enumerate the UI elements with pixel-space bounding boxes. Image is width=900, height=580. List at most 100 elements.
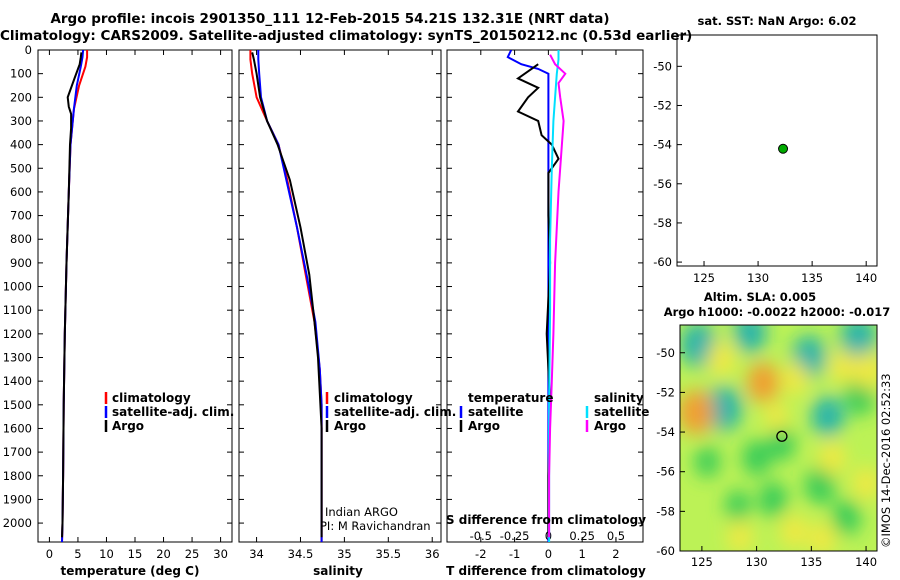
institution-note: Indian ARGO bbox=[325, 505, 398, 519]
y-tick-label: 1000 bbox=[3, 280, 32, 294]
heatmap-blob bbox=[742, 439, 772, 476]
map-y-tick-label: -60 bbox=[653, 255, 672, 269]
map-y-tick-label: -54 bbox=[653, 138, 672, 152]
y-tick-label: 1600 bbox=[3, 421, 32, 435]
legend-label-sal-satellite: satellite bbox=[594, 405, 649, 419]
series-line-salinity-argo bbox=[548, 54, 567, 538]
heatmap-blob bbox=[764, 401, 789, 431]
series-line-argo bbox=[61, 52, 83, 538]
altimetry-title-line2: Argo h1000: -0.0022 h2000: -0.017 bbox=[664, 305, 891, 319]
heatmap-blob bbox=[746, 362, 780, 403]
x-tick-label: 35.5 bbox=[375, 547, 401, 561]
x-tick-label: 2 bbox=[612, 547, 619, 561]
temperature-xlabel: temperature (deg C) bbox=[61, 564, 200, 578]
legend-title-temperature: temperature bbox=[468, 391, 553, 405]
y-tick-label: 300 bbox=[10, 114, 32, 128]
altimetry-title-line1: Altim. SLA: 0.005 bbox=[704, 290, 816, 304]
x-tick-label: 35 bbox=[337, 547, 352, 561]
y-tick-label: 1200 bbox=[3, 327, 32, 341]
heatmap-blob bbox=[727, 521, 753, 551]
y-tick-label: 100 bbox=[10, 67, 32, 81]
heatmap-x-tick-label: 130 bbox=[746, 555, 768, 569]
difference-xlabel: T difference from climatology bbox=[446, 564, 646, 578]
x-tick-label: 34 bbox=[249, 547, 264, 561]
legend-label-argo: Argo bbox=[112, 419, 144, 433]
x-tick-label: 36 bbox=[425, 547, 440, 561]
heatmap-blob bbox=[831, 499, 861, 536]
y-tick-label: 1700 bbox=[3, 445, 32, 459]
map-x-tick-label: 135 bbox=[801, 271, 823, 285]
heatmap-y-tick-label: -54 bbox=[656, 425, 675, 439]
heatmap-blob bbox=[828, 349, 856, 384]
legend-label-temp-argo: Argo bbox=[468, 419, 500, 433]
heatmap-blob bbox=[780, 514, 808, 549]
map-x-tick-label: 130 bbox=[747, 271, 769, 285]
heatmap-y-tick-label: -56 bbox=[656, 465, 675, 479]
heatmap-y-tick-label: -50 bbox=[656, 346, 675, 360]
legend-label-satellite: satellite-adj. clim. bbox=[334, 405, 456, 419]
heatmap-blob bbox=[705, 385, 742, 431]
series-line-temperature-satellite bbox=[506, 50, 550, 542]
x-top-tick-label: 0.25 bbox=[569, 529, 595, 543]
heatmap-y-tick-label: -60 bbox=[656, 544, 675, 558]
y-tick-label: 500 bbox=[10, 161, 32, 175]
pi-note: PI: M Ravichandran bbox=[320, 519, 431, 533]
heatmap-y-tick-label: -52 bbox=[656, 385, 675, 399]
heatmap-blob bbox=[733, 325, 767, 354]
heatmap-blob bbox=[680, 389, 715, 435]
heatmap-blob bbox=[852, 466, 877, 501]
series-line-salinity-satellite bbox=[548, 50, 560, 542]
location-map-title: sat. SST: NaN Argo: 6.02 bbox=[697, 14, 856, 28]
heatmap-blob bbox=[818, 440, 846, 475]
map-x-tick-label: 125 bbox=[693, 271, 715, 285]
x-tick-label: -1 bbox=[509, 547, 520, 561]
y-tick-label: 0 bbox=[25, 43, 32, 57]
heatmap-blob bbox=[804, 466, 836, 505]
argo-location-marker bbox=[776, 430, 788, 442]
map-y-tick-label: -56 bbox=[653, 177, 672, 191]
map-x-tick-label: 140 bbox=[855, 271, 877, 285]
altimetry-map-axes bbox=[679, 324, 878, 552]
x-tick-label: 15 bbox=[128, 547, 143, 561]
x-top-tick-label: -0.25 bbox=[500, 529, 530, 543]
salinity-legend: climatology satellite-adj. clim. Argo bbox=[325, 391, 456, 433]
legend-label-temp-satellite: satellite bbox=[468, 405, 523, 419]
legend-title-salinity: salinity bbox=[594, 391, 644, 405]
y-tick-label: 1300 bbox=[3, 351, 32, 365]
x-tick-label: 25 bbox=[185, 547, 200, 561]
series-group bbox=[61, 50, 89, 542]
heatmap-blob bbox=[707, 340, 736, 377]
legend-label-argo: Argo bbox=[334, 419, 366, 433]
x-tick-label: -2 bbox=[475, 547, 486, 561]
heatmap-blob bbox=[694, 446, 720, 478]
heatmap-blob bbox=[725, 489, 751, 522]
plot-title-line1: Argo profile: incois 2901350_111 12-Feb-… bbox=[50, 11, 610, 27]
heatmap-blob bbox=[758, 481, 788, 518]
y-tick-label: 2000 bbox=[3, 516, 32, 530]
heatmap-blob bbox=[808, 522, 836, 551]
argo-location-point bbox=[778, 143, 789, 154]
heatmap-x-tick-label: 140 bbox=[855, 555, 877, 569]
x-tick-label: 10 bbox=[99, 547, 114, 561]
difference-axes bbox=[446, 49, 644, 543]
x-tick-label: 1 bbox=[579, 547, 586, 561]
location-map-axes bbox=[676, 34, 878, 267]
series-group bbox=[506, 50, 567, 542]
y-tick-label: 800 bbox=[10, 232, 32, 246]
difference-legend: temperature satellite Argo salinity sate… bbox=[459, 391, 649, 433]
x-tick-label: 20 bbox=[156, 547, 171, 561]
x-tick-label: 5 bbox=[74, 547, 81, 561]
heatmap-blob bbox=[768, 427, 796, 461]
heatmap-y-tick-label: -58 bbox=[656, 504, 675, 518]
map-y-tick-label: -50 bbox=[653, 59, 672, 73]
temperature-axes bbox=[37, 49, 233, 543]
x-top-tick-label: 0.5 bbox=[607, 529, 625, 543]
salinity-axes bbox=[238, 49, 442, 543]
temperature-legend: climatology satellite-adj. clim. Argo bbox=[104, 391, 234, 433]
heatmap-x-tick-label: 125 bbox=[691, 555, 713, 569]
y-tick-label: 700 bbox=[10, 209, 32, 223]
difference-xlabel-top: S difference from climatology bbox=[446, 513, 646, 527]
y-tick-label: 1800 bbox=[3, 469, 32, 483]
legend-label-climatology: climatology bbox=[112, 391, 191, 405]
y-tick-label: 200 bbox=[10, 90, 32, 104]
